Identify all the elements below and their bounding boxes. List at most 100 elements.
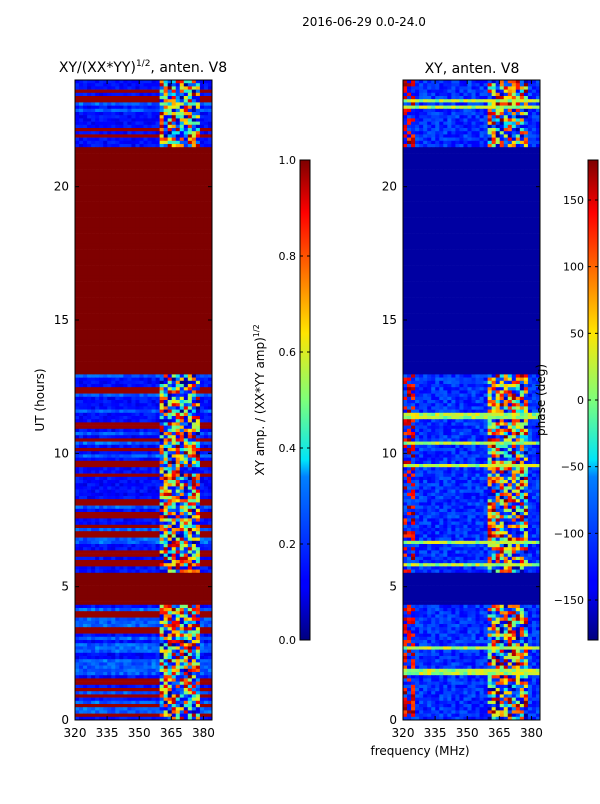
- amp-heatmap-cell: [143, 256, 149, 260]
- amp-heatmap-cell: [183, 256, 189, 260]
- amp-heatmap-cell: [107, 518, 112, 522]
- amp-heatmap-cell: [99, 403, 104, 407]
- amp-heatmap-cell: [175, 444, 181, 449]
- amp-heatmap-cell: [159, 371, 165, 375]
- amp-heatmap-cell: [159, 89, 165, 94]
- amp-heatmap-cell: [127, 409, 132, 414]
- amp-heatmap-cell: [83, 185, 88, 190]
- amp-heatmap-cell: [135, 313, 140, 318]
- amp-heatmap-cell: [203, 166, 209, 170]
- amp-heatmap-cell: [103, 316, 108, 321]
- amp-heatmap-cell: [111, 384, 116, 388]
- amp-heatmap-cell: [203, 326, 209, 330]
- amp-heatmap-cell: [191, 115, 197, 119]
- amp-heatmap-cell: [199, 307, 205, 311]
- amp-heatmap-cell: [143, 147, 149, 151]
- amp-heatmap-cell: [155, 316, 161, 321]
- amp-heatmap-cell: [171, 540, 177, 545]
- amp-heatmap-cell: [155, 492, 161, 497]
- amp-heatmap-cell: [143, 252, 149, 257]
- amp-heatmap-cell: [155, 336, 161, 340]
- amp-heatmap-cell: [187, 281, 193, 286]
- amp-heatmap-cell: [199, 140, 205, 145]
- amp-heatmap-cell: [139, 220, 144, 225]
- amp-heatmap-cell: [131, 227, 136, 231]
- amp-heatmap-cell: [159, 80, 165, 84]
- amp-heatmap-cell: [75, 320, 80, 324]
- amp-heatmap-cell: [119, 96, 124, 100]
- amp-heatmap-cell: [175, 412, 181, 417]
- amp-heatmap-cell: [107, 476, 112, 481]
- amp-heatmap-cell: [171, 211, 177, 215]
- amp-heatmap-cell: [135, 192, 140, 196]
- amp-heatmap-cell: [87, 342, 92, 346]
- amp-heatmap-cell: [183, 537, 189, 542]
- amp-heatmap-cell: [163, 540, 169, 545]
- amp-heatmap-cell: [187, 246, 193, 250]
- amp-heatmap-cell: [187, 99, 193, 103]
- amp-heatmap-cell: [207, 240, 213, 244]
- amp-heatmap-cell: [99, 361, 104, 366]
- amp-heatmap-cell: [203, 89, 209, 94]
- amp-heatmap-cell: [115, 384, 120, 388]
- amp-heatmap-cell: [111, 153, 116, 158]
- amp-heatmap-cell: [87, 310, 92, 314]
- amp-heatmap-cell: [151, 380, 157, 385]
- amp-heatmap-cell: [195, 406, 201, 410]
- amp-heatmap-cell: [75, 230, 80, 234]
- amp-heatmap-cell: [79, 515, 84, 519]
- amp-heatmap-cell: [123, 281, 128, 286]
- amp-heatmap-cell: [191, 230, 197, 234]
- amp-heatmap-cell: [75, 336, 80, 340]
- amp-heatmap-cell: [199, 428, 205, 433]
- amp-heatmap-cell: [199, 406, 205, 410]
- amp-heatmap-cell: [91, 99, 96, 103]
- amp-heatmap-cell: [147, 361, 153, 366]
- amp-heatmap-cell: [171, 246, 177, 250]
- amp-heatmap-cell: [147, 268, 153, 273]
- amp-heatmap-cell: [83, 508, 88, 513]
- amp-heatmap-cell: [99, 182, 104, 186]
- amp-heatmap-cell: [183, 409, 189, 414]
- amp-heatmap-cell: [91, 486, 96, 490]
- amp-heatmap-cell: [75, 211, 80, 215]
- amp-heatmap-cell: [127, 182, 132, 186]
- amp-heatmap-cell: [195, 169, 201, 174]
- amp-heatmap-cell: [95, 233, 100, 238]
- amp-heatmap-cell: [159, 409, 165, 414]
- amp-heatmap-cell: [159, 403, 165, 407]
- amp-heatmap-cell: [179, 300, 185, 305]
- amp-heatmap-cell: [167, 393, 173, 398]
- amp-heatmap-cell: [91, 342, 96, 346]
- amp-heatmap-cell: [199, 499, 205, 503]
- amp-heatmap-cell: [135, 326, 140, 330]
- amp-heatmap-cell: [95, 294, 100, 298]
- amp-heatmap-cell: [99, 268, 104, 273]
- amp-heatmap-cell: [127, 252, 132, 257]
- amp-heatmap-cell: [147, 294, 153, 298]
- amp-heatmap-cell: [131, 96, 136, 100]
- amp-heatmap-cell: [91, 134, 96, 138]
- amp-heatmap-cell: [191, 524, 197, 529]
- amp-heatmap-cell: [111, 86, 116, 90]
- amp-heatmap-cell: [183, 131, 189, 135]
- amp-heatmap-cell: [111, 220, 116, 225]
- amp-heatmap-cell: [75, 240, 80, 244]
- amp-heatmap-cell: [199, 195, 205, 199]
- amp-heatmap-cell: [195, 259, 201, 263]
- amp-heatmap-cell: [199, 185, 205, 190]
- amp-heatmap-cell: [87, 489, 92, 494]
- amp-heatmap-cell: [139, 515, 144, 519]
- amp-heatmap-cell: [131, 262, 136, 266]
- amp-heatmap-cell: [171, 316, 177, 321]
- amp-panel-title: XY/(XX*YY)1/2, anten. V8: [59, 59, 227, 76]
- amp-heatmap-cell: [175, 204, 181, 209]
- amp-heatmap-cell: [143, 329, 149, 334]
- amp-heatmap-cell: [191, 246, 197, 250]
- amp-heatmap-cell: [131, 172, 136, 177]
- amp-heatmap-cell: [83, 419, 88, 423]
- amp-heatmap-cell: [151, 128, 157, 132]
- amp-heatmap-cell: [203, 371, 209, 375]
- amp-heatmap-cell: [131, 332, 136, 337]
- amp-heatmap-cell: [167, 518, 173, 522]
